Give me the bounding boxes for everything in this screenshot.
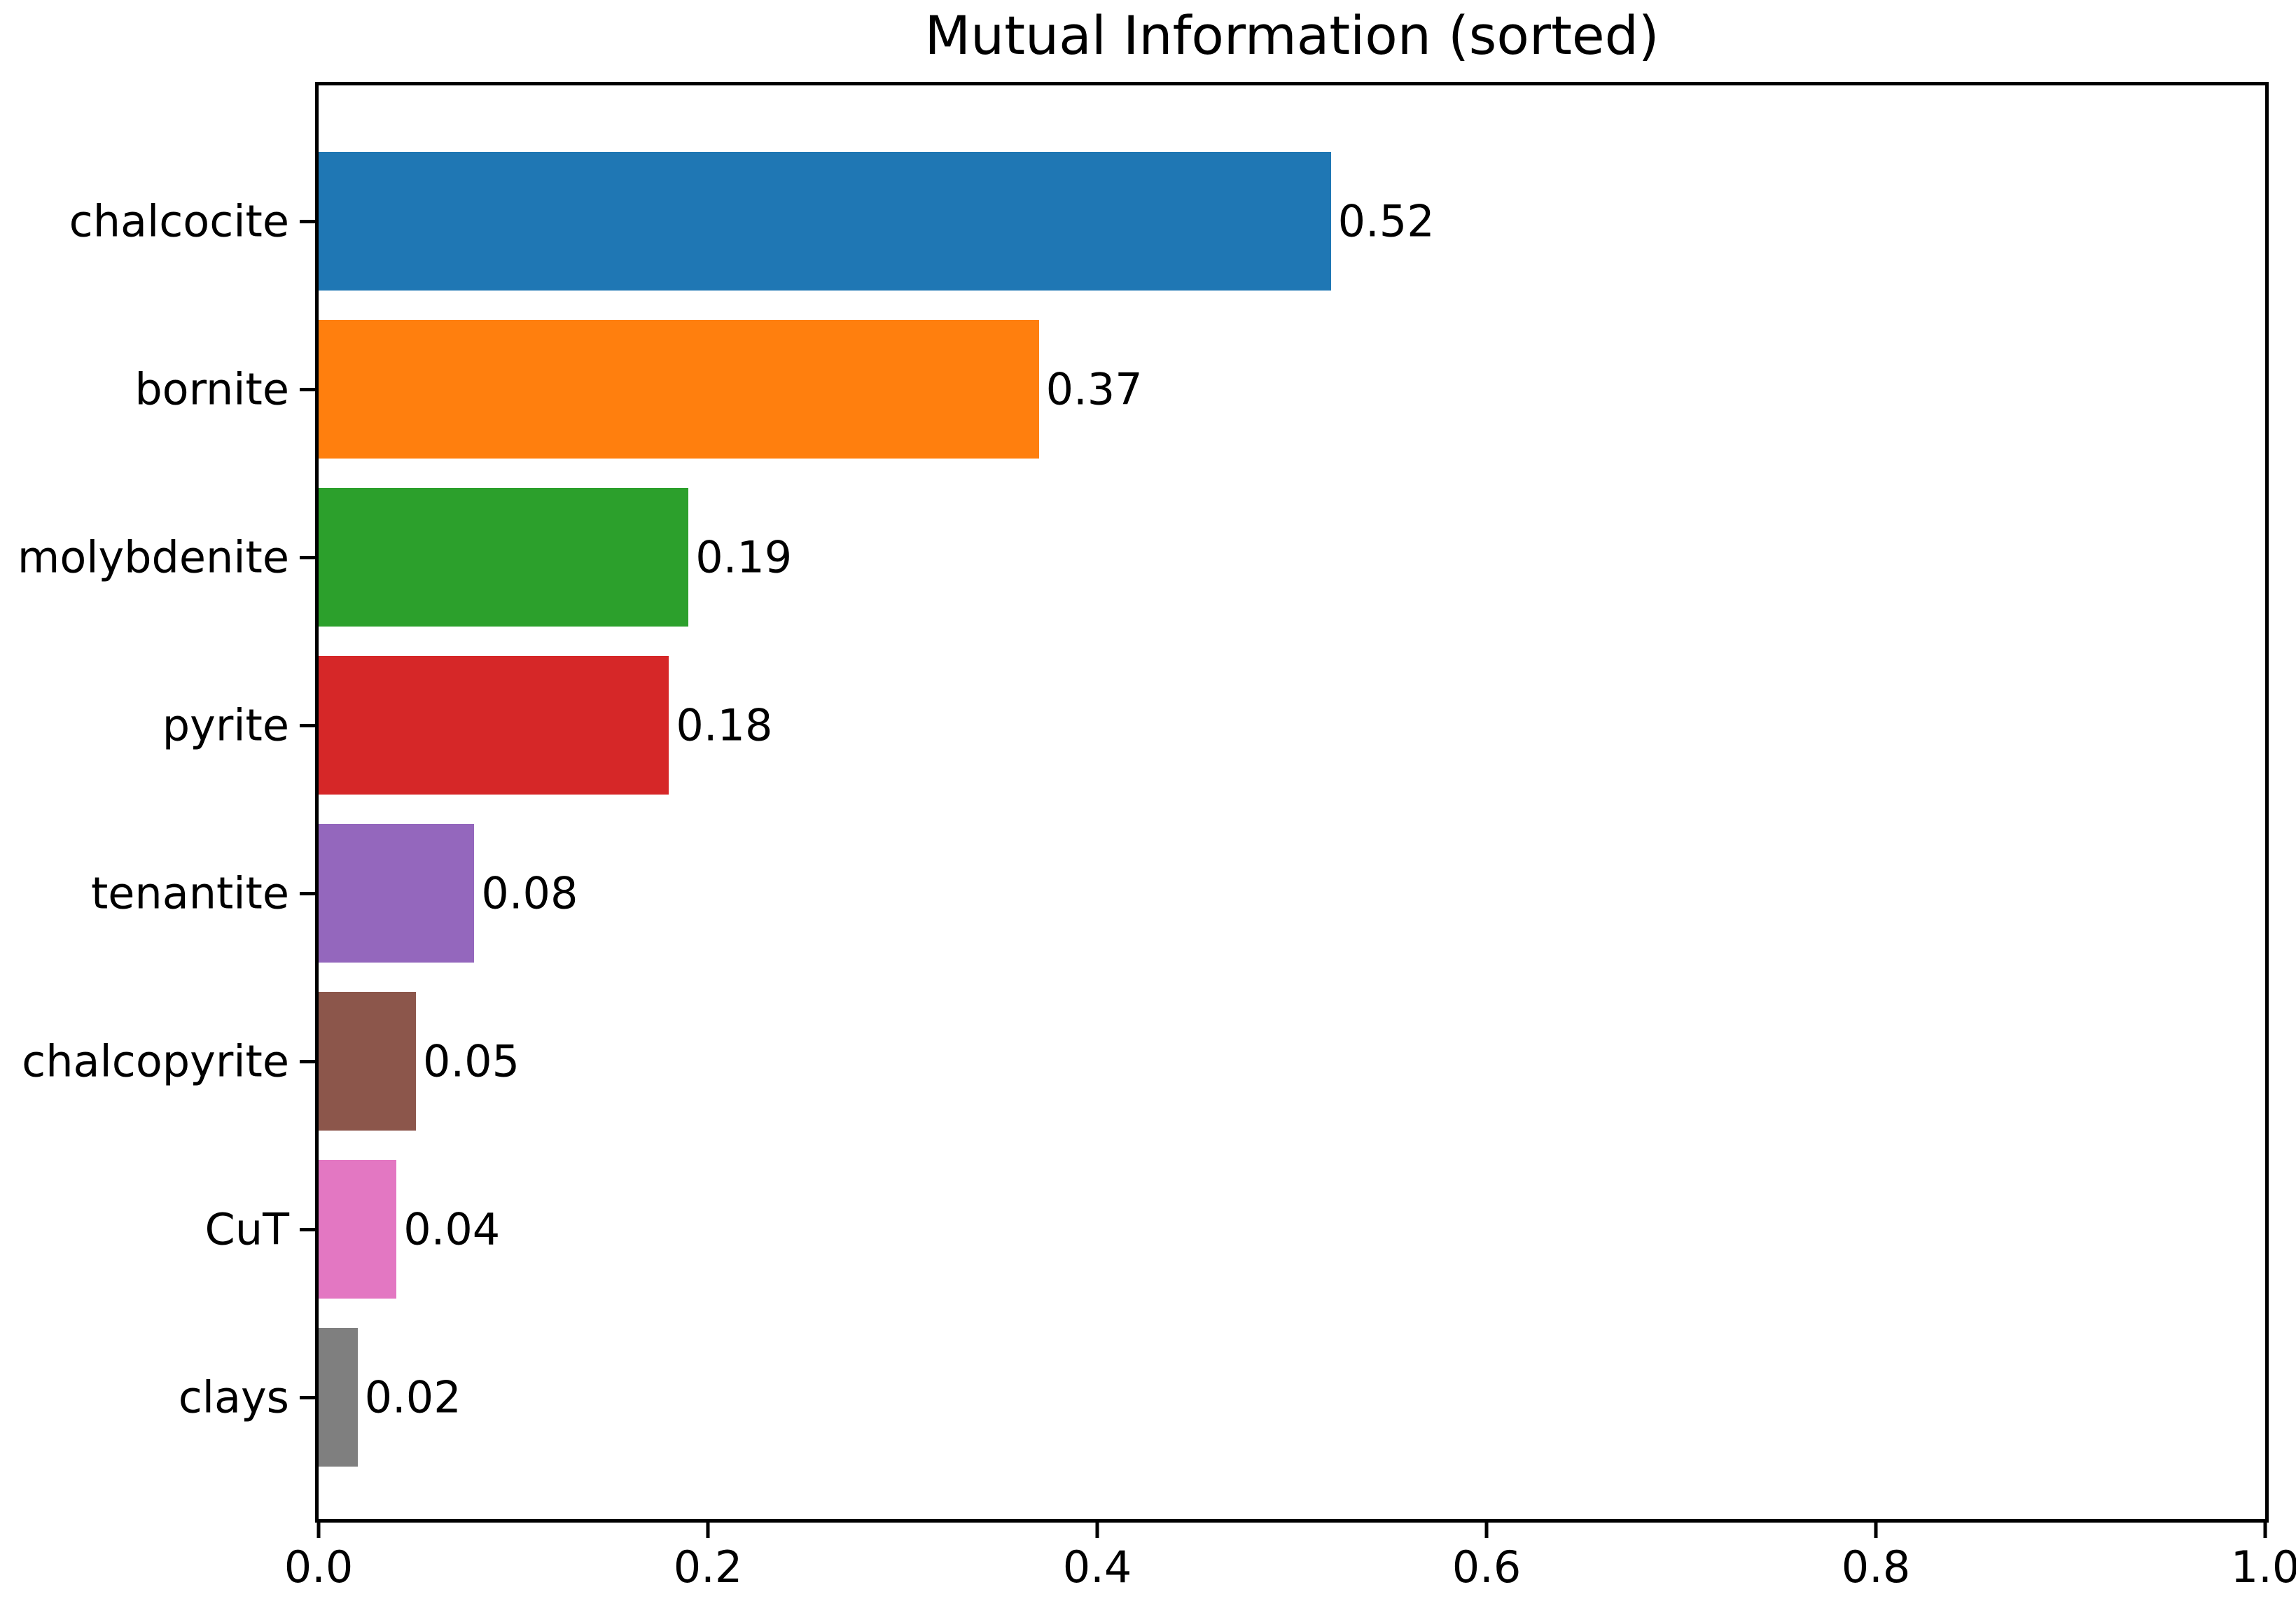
bar-row: 0.05: [319, 992, 2265, 1131]
bar-chalcopyrite: [319, 992, 416, 1131]
x-tick-label-0.2: 0.2: [673, 1541, 743, 1593]
bar-value-label: 0.08: [481, 867, 578, 919]
bar-row: 0.19: [319, 488, 2265, 627]
y-tick-mark: [300, 891, 315, 895]
y-tick-label-clays: clays: [178, 1371, 289, 1423]
bar-row: 0.02: [319, 1328, 2265, 1467]
x-tick-label-1.0: 1.0: [2230, 1541, 2296, 1593]
y-tick-mark: [300, 219, 315, 223]
y-tick-label-tenantite: tenantite: [90, 867, 289, 919]
bar-CuT: [319, 1160, 397, 1299]
bar-value-label: 0.05: [423, 1035, 520, 1087]
y-tick-mark: [300, 387, 315, 391]
x-tick-mark: [1095, 1523, 1099, 1538]
x-tick-mark: [316, 1523, 321, 1538]
bar-bornite: [319, 320, 1039, 459]
y-tick-mark: [300, 555, 315, 559]
bar-row: 0.37: [319, 320, 2265, 459]
bar-value-label: 0.52: [1337, 195, 1435, 247]
chart-title: Mutual Information (sorted): [924, 4, 1660, 67]
bar-row: 0.18: [319, 656, 2265, 795]
bar-molybdenite: [319, 488, 689, 627]
bar-value-label: 0.19: [695, 531, 793, 583]
y-tick-mark: [300, 1227, 315, 1231]
x-tick-label-0.6: 0.6: [1452, 1541, 1522, 1593]
bar-row: 0.52: [319, 152, 2265, 291]
x-tick-label-0.0: 0.0: [284, 1541, 354, 1593]
x-tick-label-0.8: 0.8: [1841, 1541, 1911, 1593]
x-tick-label-0.4: 0.4: [1062, 1541, 1132, 1593]
bar-value-label: 0.37: [1045, 363, 1143, 415]
y-tick-mark: [300, 1059, 315, 1063]
y-tick-mark: [300, 1395, 315, 1399]
bar-clays: [319, 1328, 358, 1467]
bar-value-label: 0.18: [676, 699, 773, 751]
x-tick-mark: [1484, 1523, 1489, 1538]
bar-chalcocite: [319, 152, 1331, 291]
y-tick-label-chalcocite: chalcocite: [69, 195, 289, 247]
y-tick-label-chalcopyrite: chalcopyrite: [22, 1035, 289, 1087]
y-tick-label-pyrite: pyrite: [162, 699, 289, 751]
bar-row: 0.04: [319, 1160, 2265, 1299]
y-tick-mark: [300, 723, 315, 727]
x-tick-mark: [2263, 1523, 2267, 1538]
x-tick-mark: [1874, 1523, 1878, 1538]
bar-row: 0.08: [319, 824, 2265, 963]
plot-area: 0.52 chalcocite 0.37 bornite 0.19 molybdenite…: [18, 82, 2296, 1593]
bar-value-label: 0.04: [403, 1203, 501, 1255]
bar-pyrite: [319, 656, 669, 795]
x-tick-mark: [706, 1523, 710, 1538]
y-tick-label-molybdenite: molybdenite: [17, 531, 289, 583]
y-tick-label-bornite: bornite: [134, 363, 289, 415]
y-tick-label-CuT: CuT: [204, 1203, 289, 1255]
bar-value-label: 0.02: [364, 1371, 461, 1423]
bar-tenantite: [319, 824, 475, 963]
